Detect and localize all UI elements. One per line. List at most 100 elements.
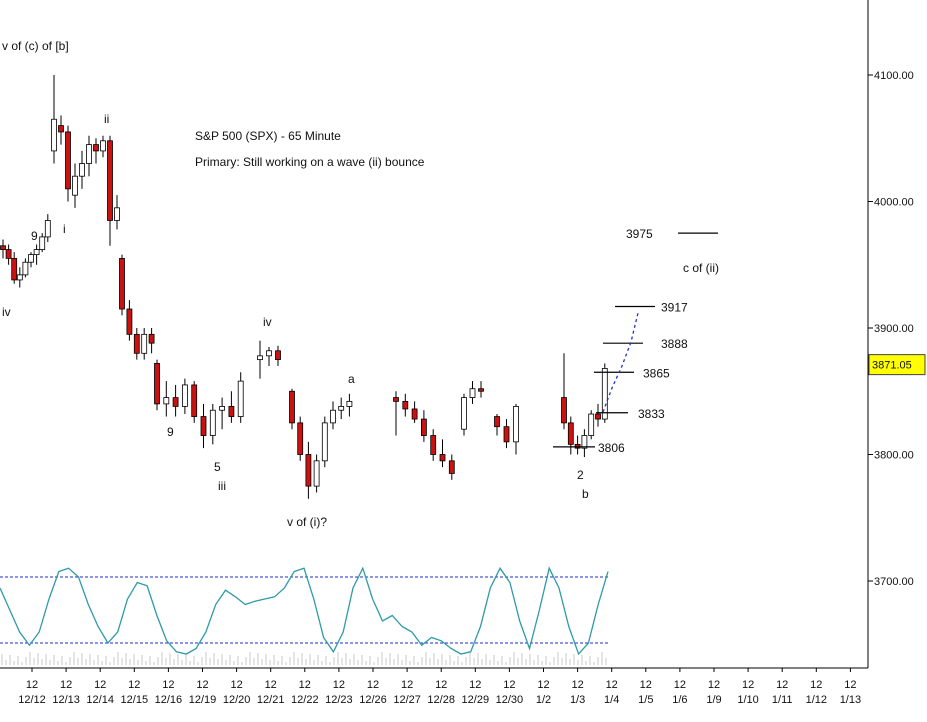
x-tick-label-date: 1/11	[772, 694, 793, 706]
candle-body	[79, 163, 85, 177]
candle-body	[51, 118, 57, 152]
chart-title: S&P 500 (SPX) - 65 Minute	[195, 129, 341, 143]
candle-body	[430, 435, 437, 455]
y-tick-label: 3800.00	[874, 450, 914, 462]
candle-body	[478, 388, 484, 392]
candle-body	[574, 443, 581, 449]
x-tick-label-top: 12	[401, 679, 413, 691]
level-label: 3888	[661, 337, 688, 351]
candle-body	[289, 390, 295, 424]
x-tick-label-date: 12/20	[223, 694, 251, 706]
last-price-label: 3871.05	[872, 360, 912, 372]
x-tick-label-date: 1/3	[570, 694, 585, 706]
x-tick-label-date: 1/10	[737, 694, 758, 706]
x-tick-label-top: 12	[776, 679, 788, 691]
candle-body	[100, 140, 106, 152]
y-tick-label: 3900.00	[874, 323, 914, 335]
x-tick-label-top: 12	[742, 679, 754, 691]
x-tick-label-top: 12	[571, 679, 583, 691]
candle-body	[172, 397, 179, 407]
x-tick-label-top: 12	[367, 679, 379, 691]
candle-body	[72, 175, 78, 196]
candle-body	[86, 144, 92, 164]
candle-body	[191, 384, 198, 417]
candle-body	[275, 350, 281, 361]
x-tick-label-date: 1/12	[806, 694, 827, 706]
x-tick-label-date: 12/26	[359, 694, 387, 706]
candle-body	[305, 454, 312, 487]
wave-label: b	[582, 487, 589, 501]
x-tick-label-top: 12	[230, 679, 242, 691]
wave-label: 5	[214, 460, 221, 474]
candle-body	[338, 406, 345, 411]
candle-body	[65, 131, 71, 190]
candle-body	[154, 363, 160, 405]
candle-body	[163, 397, 170, 405]
candle-body	[257, 355, 263, 361]
candle-body	[93, 144, 99, 152]
candle-body	[469, 388, 476, 398]
x-tick-label-top: 12	[26, 679, 38, 691]
candle-body	[200, 416, 207, 436]
candle-body	[209, 409, 216, 436]
x-tick-label-date: 12/28	[427, 694, 455, 706]
x-tick-label-top: 12	[196, 679, 208, 691]
candle-body	[313, 460, 320, 487]
y-tick-label: 3700.00	[874, 576, 914, 588]
candle-body	[58, 125, 64, 133]
candle-body	[402, 400, 409, 410]
wave-label: iii	[218, 479, 226, 493]
x-tick-label-top: 12	[674, 679, 686, 691]
x-tick-label-date: 12/23	[325, 694, 353, 706]
x-tick-label-top: 12	[537, 679, 549, 691]
candle-body	[39, 236, 46, 250]
wave-label: v of (i)?	[287, 515, 327, 529]
wave-label: v of (c) of [b]	[2, 39, 69, 53]
candle-body	[461, 397, 467, 430]
x-tick-label-date: 1/4	[604, 694, 619, 706]
candle-body	[513, 406, 519, 443]
x-tick-label-top: 12	[299, 679, 311, 691]
candle-body	[266, 350, 272, 357]
x-tick-label-top: 12	[708, 679, 720, 691]
x-tick-label-top: 12	[128, 679, 140, 691]
x-tick-label-date: 12/16	[155, 694, 183, 706]
candle-body	[439, 454, 446, 462]
candle-body	[595, 413, 601, 420]
x-tick-label-date: 12/13	[52, 694, 80, 706]
candle-body	[588, 413, 595, 436]
level-label: 3975	[626, 227, 653, 241]
candle-body	[0, 245, 6, 250]
wave-label: ii	[104, 112, 109, 126]
candle-body	[297, 422, 304, 455]
candle-body	[133, 333, 140, 354]
wave-label: 9	[167, 425, 174, 439]
x-tick-label-top: 12	[844, 679, 856, 691]
wave-label: iv	[2, 305, 11, 319]
x-tick-label-date: 1/13	[840, 694, 861, 706]
candle-body	[561, 397, 567, 424]
x-tick-label-date: 12/21	[257, 694, 285, 706]
wave-label: c of (ii)	[683, 261, 719, 275]
x-tick-label-date: 12/22	[291, 694, 319, 706]
wave-label: 9	[31, 229, 38, 243]
x-tick-label-top: 12	[265, 679, 277, 691]
chart-subtitle: Primary: Still working on a wave (ii) bo…	[195, 155, 425, 169]
candle-body	[393, 397, 399, 402]
candle-body	[126, 308, 133, 335]
candle-body	[581, 435, 588, 449]
candle-body	[181, 384, 188, 407]
x-tick-label-top: 12	[333, 679, 345, 691]
candle-body	[114, 207, 120, 221]
candle-body	[601, 368, 608, 420]
candle-body	[503, 426, 510, 443]
y-tick-label: 4000.00	[874, 197, 914, 209]
candle-body	[330, 409, 336, 424]
x-tick-label-date: 12/12	[18, 694, 46, 706]
x-tick-label-top: 12	[60, 679, 72, 691]
candle-body	[16, 274, 23, 281]
x-tick-label-top: 12	[469, 679, 481, 691]
wave-label: 2	[577, 468, 584, 482]
x-tick-label-date: 1/5	[638, 694, 653, 706]
